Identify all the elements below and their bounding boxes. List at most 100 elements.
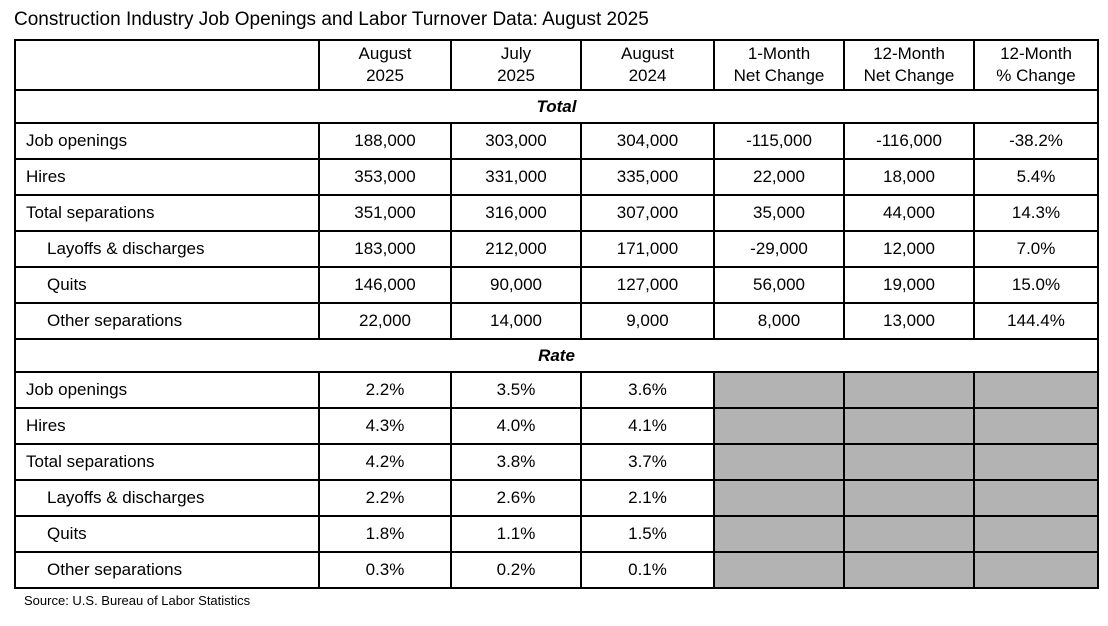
column-header-line2: 2024 [628, 66, 667, 85]
shaded-empty-cell [713, 551, 845, 589]
value-cell: 351,000 [318, 194, 452, 232]
value-cell: 2.2% [318, 371, 452, 409]
column-header-line1: 12-Month [1000, 44, 1072, 63]
value-cell: 2.6% [450, 479, 582, 517]
table-row: Layoffs & discharges 183,000 212,000 171,00… [14, 230, 1099, 268]
shaded-empty-cell [843, 551, 975, 589]
value-cell: 1.8% [318, 515, 452, 553]
value-cell: 19,000 [843, 266, 975, 304]
value-cell: 9,000 [580, 302, 715, 340]
value-cell: 8,000 [713, 302, 845, 340]
table-row: Job openings 2.2% 3.5% 3.6% [14, 371, 1099, 409]
row-label-cell: Hires [14, 407, 320, 445]
value-cell: 14.3% [973, 194, 1099, 232]
shaded-empty-cell [843, 371, 975, 409]
value-cell: 127,000 [580, 266, 715, 304]
value-cell: 331,000 [450, 158, 582, 196]
value-cell: 3.8% [450, 443, 582, 481]
value-cell: 188,000 [318, 122, 452, 160]
column-header-cell: July 2025 [450, 39, 582, 91]
jolts-table: August 2025 July 2025 August 2024 1-Month Net C… [14, 39, 1099, 589]
value-cell: 4.3% [318, 407, 452, 445]
value-cell: -116,000 [843, 122, 975, 160]
header-row: August 2025 July 2025 August 2024 1-Month Net C… [14, 39, 1099, 91]
value-cell: 307,000 [580, 194, 715, 232]
source-note: Source: U.S. Bureau of Labor Statistics [24, 593, 251, 608]
value-cell: 146,000 [318, 266, 452, 304]
value-cell: 0.3% [318, 551, 452, 589]
value-cell: 7.0% [973, 230, 1099, 268]
value-cell: 304,000 [580, 122, 715, 160]
column-header-cell: 1-Month Net Change [713, 39, 845, 91]
value-cell: 144.4% [973, 302, 1099, 340]
value-cell: 3.5% [450, 371, 582, 409]
row-label-cell: Job openings [14, 371, 320, 409]
table-row: Quits 1.8% 1.1% 1.5% [14, 515, 1099, 553]
column-header-line1: August [621, 44, 674, 63]
row-label-cell: Other separations [14, 551, 320, 589]
column-header-cell: 12-Month Net Change [843, 39, 975, 91]
value-cell: 183,000 [318, 230, 452, 268]
column-header-line1: July [500, 44, 532, 63]
value-cell: 316,000 [450, 194, 582, 232]
value-cell: 3.6% [580, 371, 715, 409]
row-label-cell: Quits [14, 266, 320, 304]
column-header-line1: August [358, 44, 412, 63]
value-cell: 5.4% [973, 158, 1099, 196]
value-cell: 353,000 [318, 158, 452, 196]
row-label-cell: Layoffs & discharges [14, 230, 320, 268]
shaded-empty-cell [973, 479, 1099, 517]
shaded-empty-cell [843, 407, 975, 445]
shaded-empty-cell [713, 371, 845, 409]
column-header-line2: Net Change [733, 66, 825, 85]
value-cell: 4.1% [580, 407, 715, 445]
column-header-line2: Net Change [863, 66, 955, 85]
column-header-line2: 2025 [497, 66, 535, 85]
section-header-row: Total [14, 89, 1099, 124]
row-label-cell: Quits [14, 515, 320, 553]
shaded-empty-cell [973, 515, 1099, 553]
shaded-empty-cell [843, 515, 975, 553]
column-header-cell: August 2025 [318, 39, 452, 91]
value-cell: -38.2% [973, 122, 1099, 160]
table-row: Other separations 22,000 14,000 9,000 8,000 1… [14, 302, 1099, 340]
value-cell: 3.7% [580, 443, 715, 481]
value-cell: -115,000 [713, 122, 845, 160]
shaded-empty-cell [843, 443, 975, 481]
table-body: Total Job openings 188,000 303,000 304,000 -1… [14, 89, 1099, 589]
table-row: Job openings 188,000 303,000 304,000 -115,00… [14, 122, 1099, 160]
value-cell: 22,000 [713, 158, 845, 196]
table-row: Hires 4.3% 4.0% 4.1% [14, 407, 1099, 445]
value-cell: 14,000 [450, 302, 582, 340]
value-cell: 2.1% [580, 479, 715, 517]
row-label-cell: Other separations [14, 302, 320, 340]
row-label-cell: Hires [14, 158, 320, 196]
shaded-empty-cell [973, 371, 1099, 409]
value-cell: 90,000 [450, 266, 582, 304]
table-header: August 2025 July 2025 August 2024 1-Month Net C… [14, 39, 1099, 91]
value-cell: 12,000 [843, 230, 975, 268]
page-title: Construction Industry Job Openings and L… [14, 9, 649, 30]
value-cell: 1.1% [450, 515, 582, 553]
shaded-empty-cell [973, 407, 1099, 445]
value-cell: 303,000 [450, 122, 582, 160]
value-cell: 212,000 [450, 230, 582, 268]
shaded-empty-cell [713, 407, 845, 445]
table-row: Quits 146,000 90,000 127,000 56,000 19,000 15.… [14, 266, 1099, 304]
value-cell: 0.2% [450, 551, 582, 589]
value-cell: 335,000 [580, 158, 715, 196]
row-label-cell: Job openings [14, 122, 320, 160]
section-header-row: Rate [14, 338, 1099, 373]
column-header-line2: 2025 [366, 66, 404, 85]
shaded-empty-cell [713, 443, 845, 481]
section-label: Total [14, 89, 1099, 124]
value-cell: 18,000 [843, 158, 975, 196]
table-row: Layoffs & discharges 2.2% 2.6% 2.1% [14, 479, 1099, 517]
value-cell: 171,000 [580, 230, 715, 268]
row-label-cell: Total separations [14, 443, 320, 481]
value-cell: 13,000 [843, 302, 975, 340]
row-label-cell: Layoffs & discharges [14, 479, 320, 517]
value-cell: 0.1% [580, 551, 715, 589]
table-row: Total separations 351,000 316,000 307,000 35… [14, 194, 1099, 232]
shaded-empty-cell [973, 443, 1099, 481]
